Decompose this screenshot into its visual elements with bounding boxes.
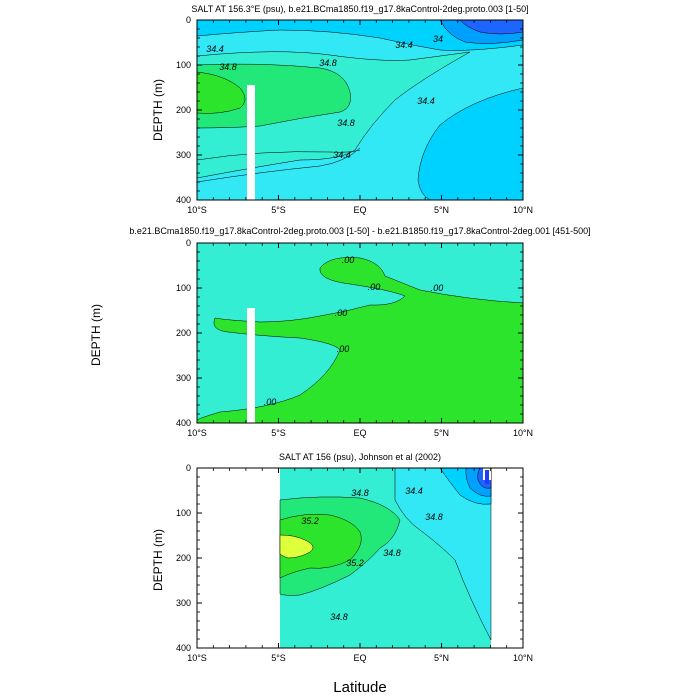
- contour-label: 34: [433, 34, 443, 44]
- panel-1-contour-field: [197, 20, 523, 200]
- contour-fill-35-6: [279, 513, 362, 579]
- y-tick-label: 400: [176, 418, 191, 428]
- contour-label: 35.2: [346, 558, 364, 568]
- y-tick-label: 200: [176, 553, 191, 563]
- x-tick-label: EQ: [353, 205, 366, 215]
- panel-3-title: SALT AT 156 (psu), Johnson et al (2002): [279, 452, 441, 462]
- contour-label: 34.4: [405, 486, 423, 496]
- contour-label: 34.8: [337, 118, 355, 128]
- contour-fill-34-4-east: [417, 87, 523, 200]
- contour-label: .00: [337, 344, 350, 354]
- contour-line-34-0-lower: [197, 147, 361, 183]
- contour-label: 34.8: [351, 488, 369, 498]
- y-tick-label: 300: [176, 150, 191, 160]
- panel-3-y-axis-label: DEPTH (m): [151, 529, 165, 591]
- contour-line-34-4-lower: [197, 149, 361, 161]
- x-tick-label: 10°S: [187, 205, 207, 215]
- panel-3-contour-field: [197, 468, 523, 648]
- y-tick-label: 200: [176, 105, 191, 115]
- contour-label: 34.4: [395, 40, 413, 50]
- y-tick-label: 400: [176, 195, 191, 205]
- panel-2-difference: b.e21.BCma1850.f19_g17.8kaControl-2deg.p…: [89, 226, 591, 424]
- y-tick-label: 400: [176, 643, 191, 653]
- contour-label: .00: [368, 282, 381, 292]
- y-tick-label: 0: [186, 15, 191, 25]
- contour-label: 35.2: [301, 516, 319, 526]
- contour-label: .00: [335, 308, 348, 318]
- contour-fill-35-2: [197, 63, 351, 129]
- contour-fill-34-4-east: [394, 468, 492, 641]
- x-tick-label: 10°S: [187, 428, 207, 438]
- x-axis-label: Latitude: [333, 679, 386, 696]
- x-tick-label: 5°S: [271, 205, 286, 215]
- y-tick-label: 300: [176, 373, 191, 383]
- land-mask: [247, 85, 255, 200]
- panel-1-title: SALT AT 156.3°E (psu), b.e21.BCma1850.f1…: [191, 4, 528, 14]
- contour-fill-36-0: [279, 534, 314, 559]
- contour-fill-34-4-top: [197, 20, 523, 51]
- panel-2-y-axis-label: DEPTH (m): [89, 304, 103, 366]
- contour-label: .00: [264, 397, 277, 407]
- contour-label: 34.8: [319, 58, 337, 68]
- y-tick-label: 200: [176, 328, 191, 338]
- land-mask: [247, 308, 255, 423]
- x-tick-label: EQ: [353, 428, 366, 438]
- contour-label: .00: [431, 283, 444, 293]
- panel-1-y-axis-label: DEPTH (m): [151, 79, 165, 141]
- contour-label: 34.8: [330, 612, 348, 622]
- contour-label: 34.4: [206, 44, 224, 54]
- x-tick-label: 10°N: [513, 653, 533, 663]
- y-tick-label: 0: [186, 463, 191, 473]
- x-tick-label: 5°N: [434, 428, 449, 438]
- panel-1-model-salinity: SALT AT 156.3°E (psu), b.e21.BCma1850.f1…: [151, 4, 529, 201]
- panel-3-observations: SALT AT 156 (psu), Johnson et al (2002) …: [151, 452, 524, 649]
- x-tick-label: 10°N: [513, 205, 533, 215]
- y-tick-label: 300: [176, 598, 191, 608]
- x-tick-label: 5°N: [434, 653, 449, 663]
- y-tick-label: 100: [176, 283, 191, 293]
- y-tick-label: 100: [176, 60, 191, 70]
- x-tick-label: 5°N: [434, 205, 449, 215]
- contour-fill-33-2: [485, 470, 489, 484]
- contour-fill-35-6: [197, 71, 246, 114]
- x-tick-label: 5°S: [271, 428, 286, 438]
- contour-label: 34.8: [219, 62, 237, 72]
- x-tick-label: 5°S: [271, 653, 286, 663]
- y-tick-label: 100: [176, 508, 191, 518]
- contour-fill-positive: [197, 257, 523, 423]
- contour-fill-33-6: [459, 20, 523, 35]
- x-tick-label: EQ: [353, 653, 366, 663]
- panel-2-title: b.e21.BCma1850.f19_g17.8kaControl-2deg.p…: [129, 226, 590, 236]
- contour-label: 34.4: [417, 96, 435, 106]
- panel-2-contour-field: [197, 243, 523, 423]
- contour-label: 34.8: [383, 548, 401, 558]
- contour-label: 34.4: [333, 150, 351, 160]
- x-tick-label: 10°N: [513, 428, 533, 438]
- y-tick-label: 0: [186, 238, 191, 248]
- contour-label: 34.8: [425, 512, 443, 522]
- contour-label: .00: [342, 255, 355, 265]
- x-tick-label: 10°S: [187, 653, 207, 663]
